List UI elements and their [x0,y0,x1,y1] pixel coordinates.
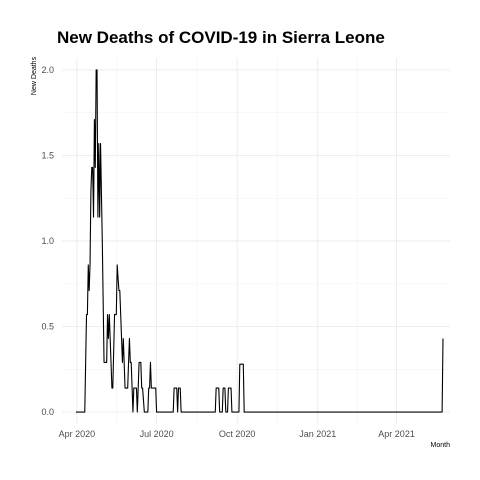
x-tick-label: Jul 2020 [140,429,174,439]
x-tick-label: Apr 2020 [59,429,96,439]
series-line-new-deaths [76,69,444,413]
x-tick-label: Apr 2021 [378,429,415,439]
chart-title: New Deaths of COVID-19 in Sierra Leone [57,28,385,47]
x-axis: Apr 2020 Jul 2020 Oct 2020 Jan 2021 Apr 2021 [59,429,415,439]
series-layer [76,69,444,413]
y-tick-label: 1.5 [41,150,54,160]
y-tick-label: 0.5 [41,322,54,332]
x-axis-title: Month [431,442,451,449]
y-axis: 0.0 0.5 1.0 1.5 2.0 [41,65,54,417]
x-tick-label: Oct 2020 [219,429,256,439]
y-tick-label: 0.0 [41,407,54,417]
y-tick-label: 2.0 [41,65,54,75]
grid [62,58,450,424]
y-tick-label: 1.0 [41,236,54,246]
y-axis-title: New Deaths [31,56,38,95]
x-tick-label: Jan 2021 [299,429,336,439]
